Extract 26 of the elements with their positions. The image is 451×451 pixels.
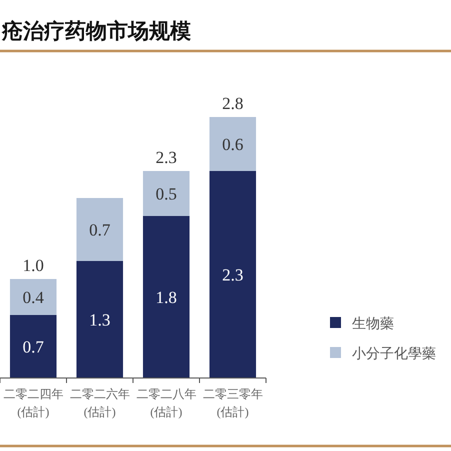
bar [142, 216, 190, 378]
total-label: 1.0 [22, 256, 44, 275]
data-label: 0.7 [89, 220, 111, 240]
x-tick-label: 二零二八年 (估計) [136, 387, 196, 419]
legend-label: 小分子化學藥 [352, 346, 436, 362]
total-label: 2.8 [222, 94, 244, 113]
bar [209, 171, 256, 378]
x-tick-label: 二零二四年 (估計) [3, 387, 64, 419]
x-tick-label: 二零二六年 (估計) [70, 387, 130, 419]
bar [142, 171, 190, 216]
data-label: 2.3 [222, 266, 244, 284]
data-label: 1.8 [156, 288, 177, 307]
bar [10, 315, 57, 378]
chart-title: 疮治疗药物市场规模 [1, 19, 191, 43]
bar [10, 279, 57, 315]
data-label: 1.3 [89, 310, 110, 330]
bar [76, 198, 124, 261]
bar [209, 117, 256, 171]
total-label: 2.3 [156, 148, 177, 167]
data-label: 0.6 [222, 135, 244, 154]
data-label: 0.5 [156, 184, 177, 204]
legend-label: 生物藥 [352, 316, 394, 332]
x-tick-label: 二零三零年 (估計) [202, 387, 263, 419]
data-label: 0.7 [22, 338, 44, 356]
data-label: 0.4 [22, 288, 44, 307]
bar [76, 261, 124, 378]
